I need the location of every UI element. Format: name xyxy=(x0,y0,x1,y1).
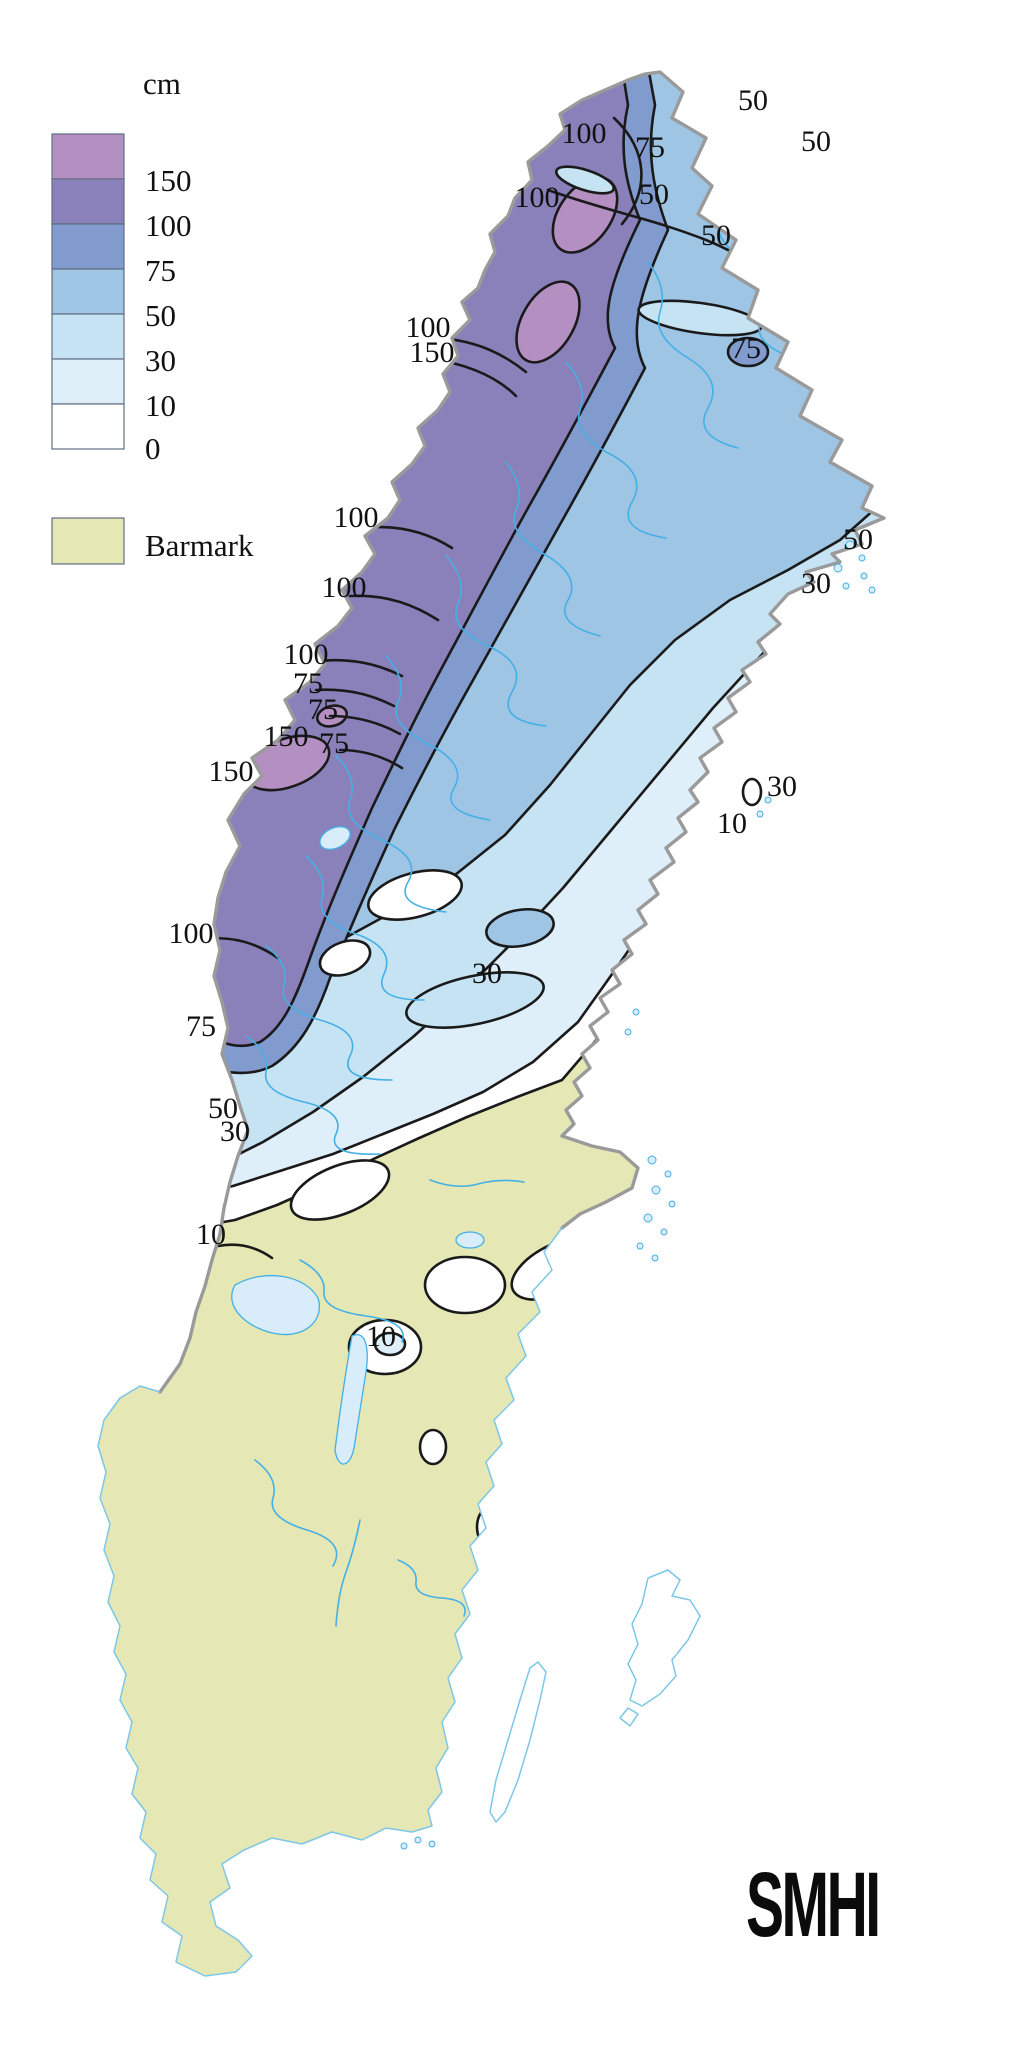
norway-finland-border xyxy=(158,70,886,1394)
contour-label: 75 xyxy=(635,131,665,164)
river-path xyxy=(305,855,425,1001)
legend-value-0: 0 xyxy=(145,431,161,466)
legend-chip-barmark xyxy=(51,517,125,565)
pocket-depth-30 xyxy=(555,165,615,195)
legend-chip-100 xyxy=(51,178,125,225)
legend-chip-30 xyxy=(51,313,125,360)
pocket-depth-0 xyxy=(466,1594,510,1662)
contour-label: 30 xyxy=(801,567,831,600)
river-path xyxy=(245,1035,381,1155)
pocket-depth-0 xyxy=(366,869,464,921)
offshore-island-contour xyxy=(741,777,763,807)
contour-label: 100 xyxy=(562,117,607,150)
contour-label: 75 xyxy=(308,693,338,726)
pocket-depth-30 xyxy=(405,971,545,1029)
gotland-south-tail xyxy=(619,1707,639,1727)
contour-label: 100 xyxy=(169,917,214,950)
legend-chip-10 xyxy=(51,358,125,405)
contour-label: 10 xyxy=(366,1320,396,1353)
lake-small xyxy=(455,1231,485,1249)
legend-value-100: 100 xyxy=(145,208,192,243)
river-path xyxy=(335,755,447,913)
contour-label: 100 xyxy=(334,501,379,534)
oland-island xyxy=(489,1661,547,1823)
contour-label: 75 xyxy=(293,667,323,700)
contour-label: 75 xyxy=(319,727,349,760)
contour-label: 150 xyxy=(209,755,254,788)
legend-value-10: 10 xyxy=(145,388,176,423)
pocket-depth-75 xyxy=(726,336,770,368)
contour-label: 100 xyxy=(406,311,451,344)
smhi-logo-text: SMHI xyxy=(746,1854,879,1956)
lake-vattern xyxy=(334,1334,368,1465)
contour-label: 50 xyxy=(738,84,768,117)
contour-label: 50 xyxy=(843,523,873,556)
gotland-island xyxy=(627,1569,701,1707)
legend-value-75: 75 xyxy=(145,253,176,288)
legend-chip-50 xyxy=(51,268,125,315)
contour-label: 10 xyxy=(196,1218,226,1251)
islands xyxy=(489,777,763,1823)
contour-label: 50 xyxy=(639,178,669,211)
lake-storsjon xyxy=(319,826,351,850)
legend-barmark-label: Barmark xyxy=(145,528,254,563)
river-path xyxy=(335,1519,361,1627)
river-path xyxy=(299,1259,404,1343)
contour-label: 75 xyxy=(731,332,761,365)
river-path xyxy=(254,1459,338,1567)
contour-label: 10 xyxy=(717,807,747,840)
lakes xyxy=(231,826,485,1465)
pocket-depth-0 xyxy=(318,939,372,977)
legend-unit-label: cm xyxy=(143,66,181,101)
legend: cm 150 100 75 50 30 10 0 Barmark xyxy=(51,66,254,565)
legend-value-50: 50 xyxy=(145,298,176,333)
lake-vanern xyxy=(231,1274,321,1336)
contour-label: 100 xyxy=(322,571,367,604)
zone-depth-150-core xyxy=(515,280,581,364)
archipelago-dots xyxy=(400,540,876,1850)
river-path xyxy=(647,261,739,449)
smhi-logo: SMHI xyxy=(746,1854,881,1956)
pocket-depth-10 xyxy=(472,1604,496,1640)
contour-label: 75 xyxy=(186,1010,216,1043)
river-path xyxy=(445,555,547,727)
pocket-depth-0 xyxy=(423,1255,507,1315)
south-coastline xyxy=(97,1227,563,1977)
river-path xyxy=(505,461,601,637)
river-path xyxy=(385,655,491,821)
contour-label: 50 xyxy=(801,125,831,158)
contour-label: 50 xyxy=(208,1092,238,1125)
contour-label: 50 xyxy=(701,219,731,252)
contour-label: 30 xyxy=(472,957,502,990)
pocket-depth-50 xyxy=(485,908,555,948)
contour-label: 100 xyxy=(515,181,560,214)
contour-label: 150 xyxy=(410,336,455,369)
contour-label: 30 xyxy=(220,1115,250,1148)
river-path xyxy=(429,1179,525,1188)
legend-chip-150 xyxy=(51,133,125,180)
contour-label: 30 xyxy=(767,770,797,803)
legend-chip-75 xyxy=(51,223,125,270)
legend-value-30: 30 xyxy=(145,343,176,378)
contour-label: 150 xyxy=(264,720,309,753)
river-path xyxy=(265,945,393,1081)
contour-label: 100 xyxy=(284,638,329,671)
river-path xyxy=(565,361,667,539)
pocket-depth-0 xyxy=(418,1428,448,1466)
legend-value-150: 150 xyxy=(145,163,192,198)
pocket-depth-10 xyxy=(373,1331,407,1357)
legend-chip-0 xyxy=(51,403,125,450)
river-path xyxy=(397,1559,466,1617)
pocket-depth-0 xyxy=(289,1159,391,1221)
